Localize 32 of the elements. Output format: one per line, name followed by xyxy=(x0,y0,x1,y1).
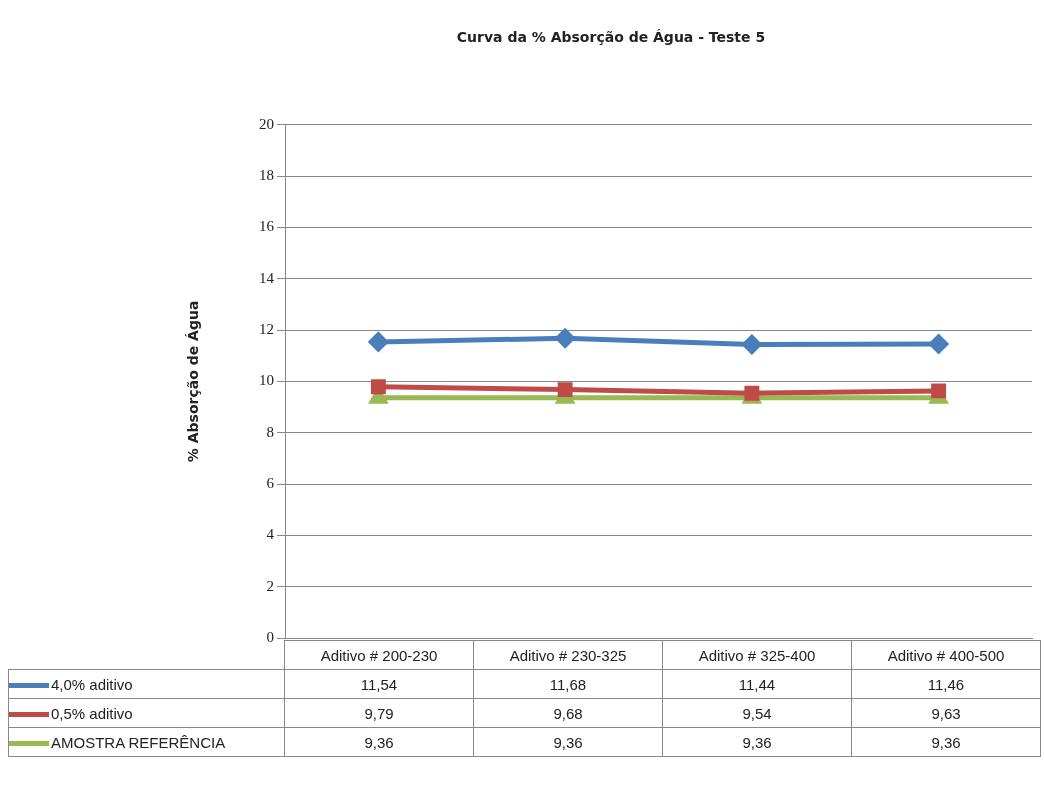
x-tick-label: Aditivo # 200-230 xyxy=(284,640,474,670)
x-tick-label: Aditivo # 400-500 xyxy=(851,640,1041,670)
data-label: 9,79 xyxy=(284,698,474,728)
y-tick-label: 4 xyxy=(266,526,275,543)
chart-title: Curva da % Absorção de Água - Teste 5 xyxy=(456,29,766,46)
y-tick-label: 20 xyxy=(259,115,274,132)
data-label: 9,36 xyxy=(473,727,663,757)
data-label: 9,36 xyxy=(284,727,474,757)
x-tick-label: Aditivo # 325-400 xyxy=(662,640,852,670)
y-tick-label: 8 xyxy=(266,423,274,440)
y-tick-label: 18 xyxy=(259,167,274,184)
legend-label: AMOSTRA REFERÊNCIA xyxy=(8,727,285,757)
data-label: 9,36 xyxy=(662,727,852,757)
data-label: 11,44 xyxy=(662,669,852,699)
data-label: 9,63 xyxy=(851,698,1041,728)
data-label: 11,54 xyxy=(284,669,474,699)
x-tick-label: Aditivo # 230-325 xyxy=(473,640,663,670)
data-label: 9,68 xyxy=(473,698,663,728)
data-label: 11,68 xyxy=(473,669,663,699)
legend-label: 0,5% aditivo xyxy=(8,698,285,728)
data-label: 9,36 xyxy=(851,727,1041,757)
y-tick-label: 6 xyxy=(266,474,275,491)
y-tick-label: 12 xyxy=(259,321,274,338)
y-tick-label: 16 xyxy=(259,218,275,235)
y-axis-title: % Absorção de Água xyxy=(185,300,202,463)
y-tick-label: 0 xyxy=(266,628,274,645)
data-label: 9,54 xyxy=(662,698,852,728)
y-tick-label: 14 xyxy=(259,269,275,286)
data-label: 11,46 xyxy=(851,669,1041,699)
legend-label: 4,0% aditivo xyxy=(8,669,285,699)
y-tick-label: 10 xyxy=(259,372,274,389)
y-tick-label: 2 xyxy=(266,577,274,594)
